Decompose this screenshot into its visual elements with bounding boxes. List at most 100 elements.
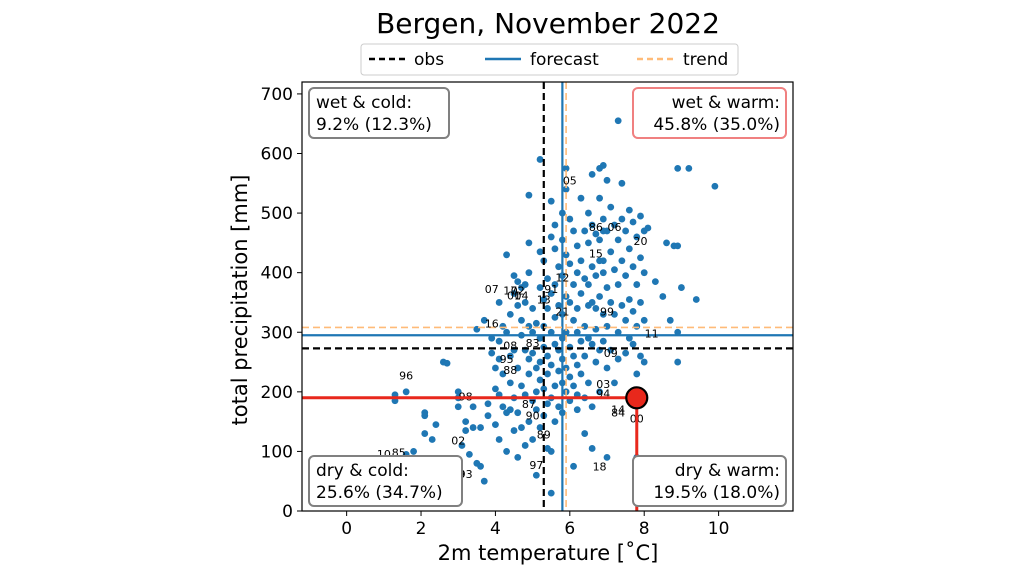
data-point xyxy=(562,328,570,336)
data-point xyxy=(506,352,514,360)
data-point xyxy=(573,361,581,369)
data-point xyxy=(618,215,626,223)
data-point xyxy=(566,373,574,381)
data-point xyxy=(525,191,533,199)
data-point xyxy=(518,424,525,431)
data-point xyxy=(637,299,644,306)
data-point xyxy=(640,358,648,366)
data-point xyxy=(629,218,637,226)
data-point xyxy=(622,316,630,324)
point-label: 99 xyxy=(600,305,614,318)
data-point xyxy=(666,316,674,324)
data-point xyxy=(529,305,537,312)
data-point xyxy=(640,316,648,324)
x-tick-label: 0 xyxy=(341,519,352,539)
data-point xyxy=(503,251,510,259)
data-point xyxy=(458,442,466,449)
quadrant-dry-warm-line2: 19.5% (18.0%) xyxy=(653,483,780,503)
data-point xyxy=(495,299,503,306)
data-point xyxy=(499,370,507,378)
data-point xyxy=(614,236,622,244)
data-point xyxy=(529,349,537,357)
data-point xyxy=(585,209,592,217)
x-tick-label: 2 xyxy=(416,519,427,539)
data-point xyxy=(510,272,518,280)
quadrant-wet-warm-line1: wet & warm: xyxy=(672,93,780,113)
data-point xyxy=(674,328,682,336)
data-point xyxy=(555,367,563,375)
data-point xyxy=(495,355,503,363)
data-point xyxy=(629,263,637,271)
x-tick-label: 4 xyxy=(490,519,501,539)
data-point xyxy=(633,233,641,241)
data-point xyxy=(611,310,618,318)
data-point xyxy=(577,370,585,378)
data-point xyxy=(544,370,551,378)
point-label: 11 xyxy=(645,327,659,340)
point-label: 13 xyxy=(537,293,551,306)
highlight-point xyxy=(625,386,649,410)
legend-frame xyxy=(360,43,739,76)
data-point xyxy=(581,322,589,330)
point-label: 95 xyxy=(500,353,514,366)
data-point xyxy=(592,230,600,238)
data-point xyxy=(454,403,462,411)
legend-obs-label: obs xyxy=(414,50,444,70)
data-point xyxy=(596,194,603,202)
point-label: 18 xyxy=(593,460,607,473)
data-point xyxy=(551,245,559,253)
data-point xyxy=(588,170,596,178)
data-point xyxy=(622,272,630,280)
data-point xyxy=(402,388,410,396)
point-label: 08 xyxy=(503,339,517,352)
data-point xyxy=(551,340,559,348)
point-label: 91 xyxy=(544,283,558,296)
data-point xyxy=(566,215,574,223)
point-label: 17 xyxy=(503,285,517,298)
data-point xyxy=(462,427,470,434)
data-point xyxy=(570,227,577,235)
data-point xyxy=(678,284,685,291)
data-point xyxy=(629,340,637,348)
y-tick-label: 0 xyxy=(282,502,293,522)
data-point xyxy=(495,436,503,443)
data-point xyxy=(547,489,555,497)
data-point xyxy=(480,477,488,485)
data-point xyxy=(640,269,648,277)
data-point xyxy=(618,302,626,309)
quadrant-dry-warm: dry & warm: 19.5% (18.0%) xyxy=(632,455,787,507)
data-point xyxy=(644,224,652,232)
data-point xyxy=(599,162,607,169)
data-points xyxy=(320,117,719,497)
y-tick-label: 200 xyxy=(261,383,293,403)
y-tick-label: 300 xyxy=(261,323,293,343)
data-point xyxy=(536,334,544,342)
data-point xyxy=(536,376,544,384)
data-point xyxy=(588,263,596,271)
point-label: 14 xyxy=(611,404,625,417)
data-point xyxy=(536,358,544,366)
data-point xyxy=(469,424,477,431)
data-point xyxy=(510,427,518,434)
data-point xyxy=(570,462,577,470)
point-label: 21 xyxy=(555,305,569,318)
x-tick-label: 8 xyxy=(639,519,650,539)
y-tick-label: 500 xyxy=(261,204,293,224)
data-point xyxy=(536,248,544,256)
data-point xyxy=(585,281,592,288)
quadrant-wet-cold-line1: wet & cold: xyxy=(316,93,412,113)
data-point xyxy=(611,379,618,387)
data-point xyxy=(503,328,510,336)
data-point xyxy=(421,430,429,437)
data-point xyxy=(592,358,600,366)
data-point xyxy=(547,233,555,241)
data-point xyxy=(532,319,540,327)
data-point xyxy=(492,385,499,393)
data-point xyxy=(547,197,555,205)
point-label: 01 xyxy=(507,289,521,302)
data-point xyxy=(663,239,670,247)
data-point xyxy=(503,448,510,455)
quadrant-wet-warm-frame xyxy=(632,87,787,139)
data-point xyxy=(588,445,596,452)
data-point xyxy=(581,275,589,283)
